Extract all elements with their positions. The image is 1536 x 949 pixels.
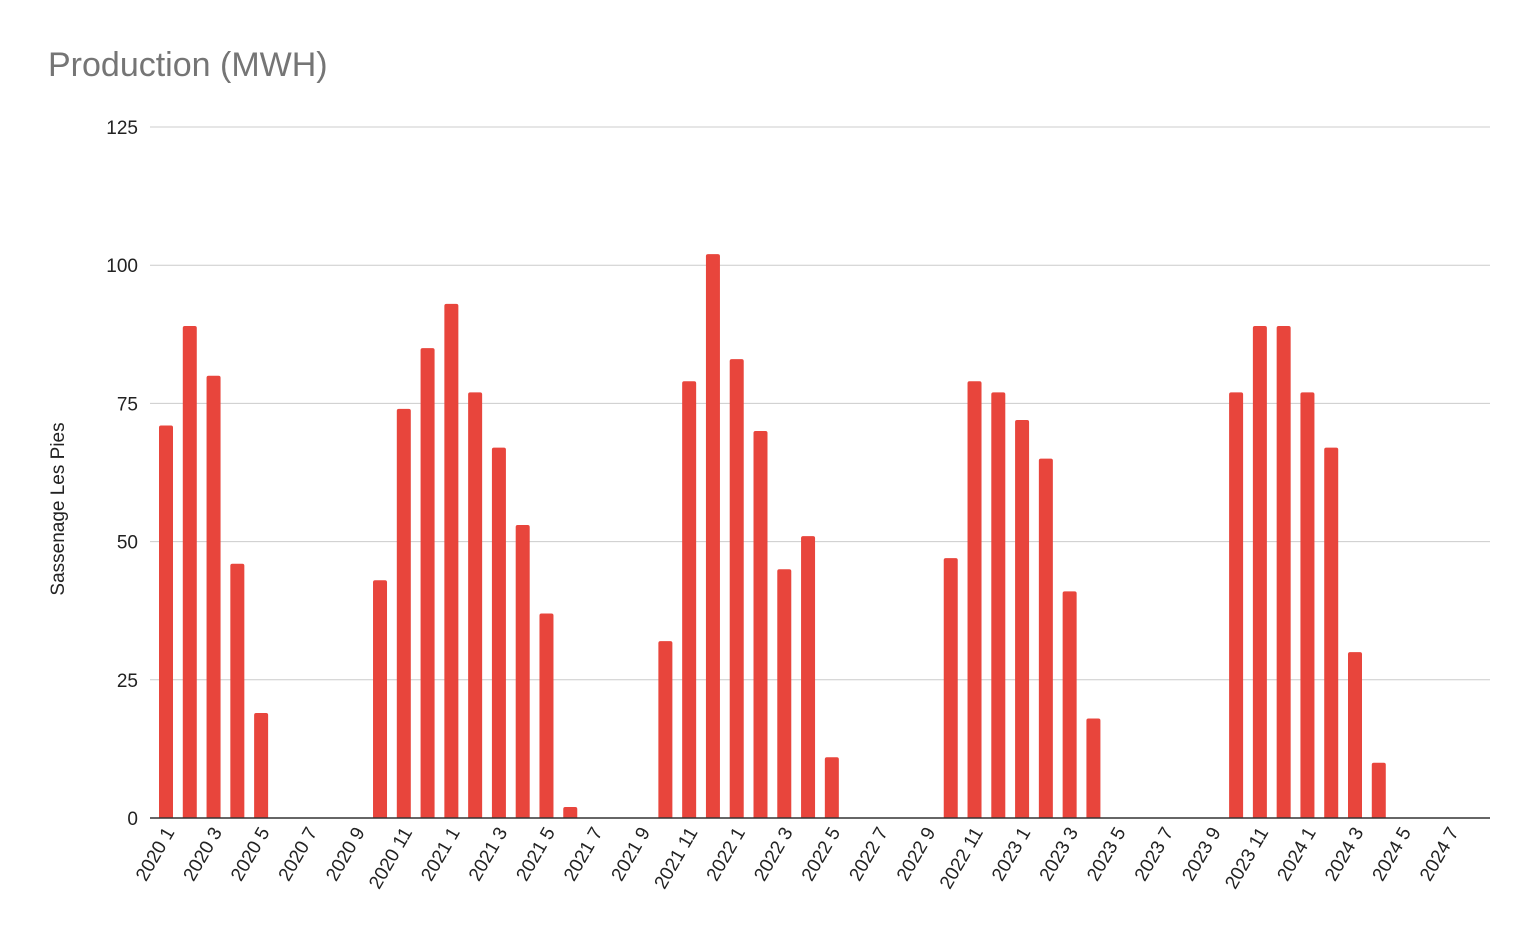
bar-2021-1 [444,303,459,818]
chart-title: Production (MWH) [48,46,328,84]
bar-2021-3 [491,447,506,818]
bar-2022-11 [967,381,982,818]
bar-2024-4 [1371,762,1386,818]
bar-2021-2 [468,392,483,818]
x-tick-label: 2022 1 [703,824,750,885]
bar-2021-6 [563,806,578,818]
x-tick-label: 2020 9 [322,824,369,885]
x-tick-label: 2021 5 [513,824,560,885]
bar-2020-3 [206,375,221,818]
x-tick-label: 2023 11 [1221,824,1273,893]
bar-2023-11 [1252,326,1267,818]
x-tick-label: 2020 5 [227,824,274,885]
x-tick-label: 2023 3 [1036,824,1083,885]
x-tick-label: 2021 11 [651,824,703,893]
x-tick-label: 2021 3 [465,824,512,885]
bar-2023-4 [1086,718,1101,818]
bar-2024-2 [1324,447,1339,818]
x-tick-label: 2022 7 [845,824,892,885]
bar-2020-1 [159,425,173,818]
bar-2020-5 [254,712,269,818]
x-tick-label: 2023 1 [988,824,1035,885]
x-tick-label: 2020 11 [365,824,417,893]
bar-2021-5 [539,613,554,818]
bar-2020-2 [182,326,197,818]
bar-2022-3 [777,569,792,818]
bar-2022-10 [943,558,958,818]
y-tick-label: 125 [106,118,138,139]
x-tick-label: 2023 5 [1083,824,1130,885]
y-tick-label: 0 [127,809,138,830]
bar-2022-5 [824,757,839,818]
bar-2022-1 [729,359,744,818]
x-tick-label: 2021 9 [608,824,655,885]
bar-2021-4 [515,525,530,818]
bar-2023-2 [1038,458,1053,818]
x-tick-label: 2020 3 [180,824,227,885]
x-tick-label: 2024 7 [1416,824,1463,885]
bar-2022-12 [991,392,1006,818]
bar-2020-10 [373,580,388,818]
x-tick-label: 2024 1 [1274,824,1321,885]
x-tick-label: 2020 7 [275,824,322,885]
y-tick-label: 75 [117,394,138,415]
y-tick-label: 25 [117,671,138,692]
x-tick-label: 2023 7 [1131,824,1178,885]
y-tick-label: 100 [106,256,138,277]
bar-2023-10 [1229,392,1244,818]
x-tick-label: 2022 9 [893,824,940,885]
x-tick-label: 2022 5 [798,824,845,885]
x-tick-label: 2024 3 [1321,824,1368,885]
x-tick-label: 2022 11 [936,824,988,893]
x-tick-label: 2022 3 [750,824,797,885]
bar-2024-3 [1348,652,1362,818]
x-tick-label: 2024 5 [1369,824,1416,885]
bar-2023-12 [1276,326,1291,818]
bar-2020-12 [420,348,435,818]
bar-2024-1 [1300,392,1315,818]
x-tick-label: 2021 7 [560,824,607,885]
bar-2023-1 [1015,419,1030,818]
x-tick-label: 2021 1 [417,824,464,885]
bar-2022-4 [801,536,816,818]
bar-2022-2 [753,431,768,818]
y-axis-tick-labels: 0 25 50 75 100 125 [106,118,138,830]
bar-2021-10 [658,641,673,818]
bar-2021-12 [705,254,720,819]
bar-2021-11 [682,381,697,818]
bar-2020-4 [230,563,245,818]
x-tick-label: 2020 1 [132,824,179,885]
bars [159,254,1386,819]
bar-2020-11 [396,408,411,818]
x-tick-label: 2023 9 [1178,824,1225,885]
y-tick-label: 50 [117,533,138,554]
bar-2023-3 [1062,591,1077,818]
y-axis-title: Sassenage Les Pies [48,422,69,595]
